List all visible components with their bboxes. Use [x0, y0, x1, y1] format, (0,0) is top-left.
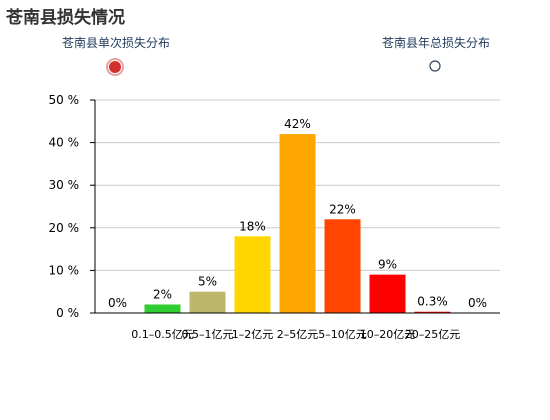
- data-labels: 0% 2% 5% 18% 42% 22% 9% 0.3% 0%: [108, 117, 487, 310]
- y-tick-label: 30 %: [49, 178, 80, 192]
- page-title: 苍南县损失情况: [6, 8, 125, 28]
- bars: [144, 134, 451, 313]
- radio-unselected-circle: [429, 60, 441, 72]
- x-tick-label: 0.1–0.5亿元: [131, 328, 194, 341]
- bar: [279, 134, 316, 313]
- bar: [189, 291, 226, 313]
- x-tick-label: 2–5亿元: [277, 328, 319, 341]
- tab-single-loss-distribution-label[interactable]: 苍南县单次损失分布: [62, 36, 171, 50]
- tab-single-loss-radio[interactable]: [105, 57, 125, 77]
- x-tick-label: 0.5–1亿元: [182, 328, 234, 341]
- tab-annual-loss-radio[interactable]: [428, 59, 442, 73]
- data-label: 0%: [468, 296, 487, 310]
- tab-annual-loss-distribution-label[interactable]: 苍南县年总损失分布: [382, 36, 491, 50]
- data-label: 18%: [239, 219, 266, 233]
- data-label: 5%: [198, 275, 217, 289]
- radio-selected-ring: [106, 58, 124, 76]
- data-label: 0.3%: [417, 295, 448, 309]
- data-label: 9%: [378, 258, 397, 272]
- data-label: 22%: [329, 202, 356, 216]
- y-tick-label: 10 %: [49, 263, 80, 277]
- bar: [324, 219, 361, 313]
- y-tick-label: 0 %: [56, 306, 79, 320]
- y-tick-label: 50 %: [49, 93, 80, 107]
- data-label: 42%: [284, 117, 311, 131]
- y-tick-label: 20 %: [49, 221, 80, 235]
- radio-selected-dot: [109, 61, 121, 73]
- x-tick-label: 1–2亿元: [232, 328, 274, 341]
- data-label: 2%: [153, 287, 172, 301]
- data-label: 0%: [108, 296, 127, 310]
- x-tick-label: 20–25亿元: [405, 328, 461, 341]
- x-tick-label: 10–20亿元: [360, 328, 416, 341]
- bar: [144, 304, 181, 313]
- bar: [369, 274, 406, 313]
- y-axis-ticks: 0 % 10 % 20 % 30 % 40 % 50 %: [49, 93, 95, 320]
- bar: [234, 236, 271, 313]
- y-tick-label: 40 %: [49, 136, 80, 150]
- x-tick-label: 5–10亿元: [318, 328, 367, 341]
- bar: [414, 311, 451, 313]
